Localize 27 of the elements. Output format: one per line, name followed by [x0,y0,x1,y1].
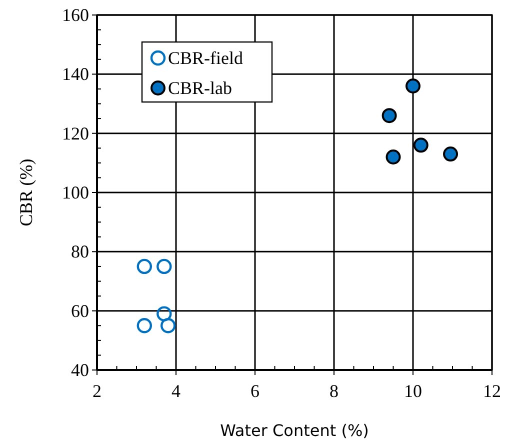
point [136,258,152,274]
point [406,78,420,94]
y-tick-label: 100 [62,182,89,202]
point [386,150,401,164]
y-tick-label: 120 [62,123,89,144]
point [136,318,152,334]
y-tick-label: 60 [71,300,89,321]
y-axis-title: CBR (%) [16,158,36,226]
x-tick-label: 8 [330,381,338,401]
x-tick-label: 4 [172,381,180,401]
legend-label: CBR-field [168,48,243,68]
x-tick-label: 10 [404,381,422,401]
y-tick-label: 80 [71,242,89,262]
x-tick-label: 12 [483,381,501,401]
point [156,306,172,322]
point [382,108,397,124]
point [160,318,176,334]
x-axis-title: Water Content (%) [220,421,369,440]
point [443,146,458,162]
y-tick-label: 160 [62,5,89,25]
point [413,138,428,153]
legend-label: CBR-lab [168,78,232,98]
y-tick-label: 40 [71,360,89,380]
point [156,258,172,274]
y-tick-label: 140 [62,64,89,84]
x-tick-label: 2 [92,381,102,401]
x-tick-label: 6 [250,381,260,401]
